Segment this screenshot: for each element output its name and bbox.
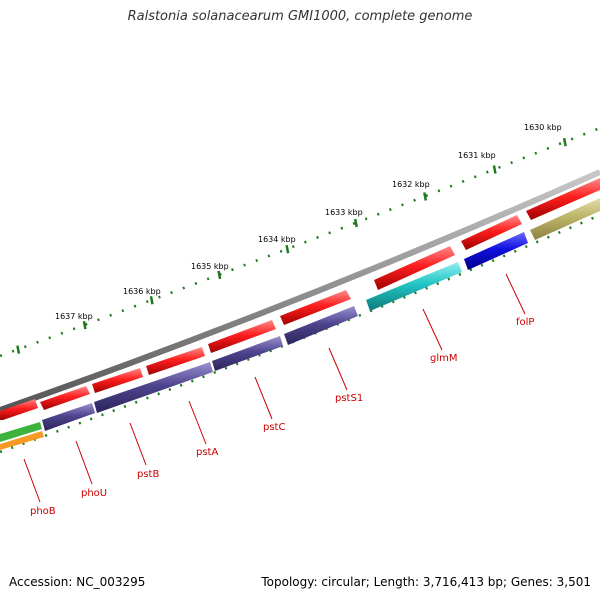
leader-pstB	[129, 422, 147, 466]
leader-phoU	[75, 440, 93, 485]
gene-label-glmM: glmM	[430, 353, 458, 364]
label-leaders	[23, 273, 526, 503]
gene-arrow-forward-4	[146, 347, 205, 375]
tick-label-1636: 1636 kbp	[123, 287, 161, 296]
genome-summary-text: Topology: circular; Length: 3,716,413 bp…	[261, 575, 591, 589]
gene-arrow-forward-9	[526, 178, 600, 220]
leader-folP	[505, 273, 526, 315]
gene-arrow-forward-1	[0, 399, 38, 420]
gene-far-track	[530, 198, 600, 240]
forward-strand-track	[0, 178, 600, 420]
leader-phoB	[23, 458, 41, 503]
gene-label-pstS1: pstS1	[335, 393, 363, 404]
gene-label-phoB: phoB	[30, 506, 56, 517]
gene-labels: phoB phoU pstB pstA pstC pstS1 glmM folP	[30, 317, 534, 517]
gene-label-pstA: pstA	[196, 447, 218, 458]
major-tick	[562, 137, 567, 147]
gene-phoU	[42, 403, 95, 431]
tick-label-1637: 1637 kbp	[55, 312, 93, 321]
inner-tick-ring	[0, 213, 600, 454]
reverse-strand-track	[0, 198, 600, 450]
gene-pstA	[212, 336, 283, 371]
map-title: Ralstonia solanacearum GMI1000, complete…	[127, 9, 473, 24]
gene-phoB-orange	[0, 431, 44, 450]
major-tick	[149, 296, 154, 305]
gene-glmM	[366, 262, 462, 311]
gene-arrow-forward-6	[280, 290, 351, 325]
gene-label-pstB: pstB	[137, 469, 159, 480]
leader-pstS1	[328, 347, 348, 391]
leader-pstC	[254, 376, 273, 420]
leader-pstA	[188, 400, 207, 445]
gene-arrow-forward-5	[208, 320, 276, 353]
leader-glmM	[422, 308, 443, 351]
major-tick	[423, 192, 428, 201]
major-tick	[82, 320, 87, 330]
gene-arrow-forward-2	[40, 386, 90, 410]
major-tick	[217, 270, 222, 280]
gene-folP	[464, 232, 528, 270]
major-tick	[285, 244, 290, 254]
genome-backbone	[0, 169, 600, 413]
major-tick	[16, 345, 21, 354]
gene-label-phoU: phoU	[81, 488, 107, 499]
gene-label-pstC: pstC	[263, 422, 285, 433]
tick-label-1631: 1631 kbp	[458, 151, 496, 160]
major-ticks	[16, 137, 567, 354]
major-tick	[353, 218, 358, 228]
tick-labels: 1630 kbp 1631 kbp 1632 kbp 1633 kbp 1634…	[55, 123, 562, 321]
gene-pstC	[284, 306, 358, 345]
tick-label-1633: 1633 kbp	[325, 208, 363, 217]
tick-label-1635: 1635 kbp	[191, 262, 229, 271]
tick-label-1634: 1634 kbp	[258, 235, 296, 244]
gene-arrow-forward-3	[92, 368, 143, 393]
tick-label-1630: 1630 kbp	[524, 123, 562, 132]
gene-pstB	[94, 362, 213, 413]
major-tick	[492, 165, 497, 174]
gene-arrow-forward-7	[374, 246, 455, 290]
tick-label-1632: 1632 kbp	[392, 180, 430, 189]
gene-label-folP: folP	[516, 317, 534, 328]
accession-text: Accession: NC_003295	[9, 575, 146, 589]
gene-phoB-green	[0, 422, 42, 442]
gene-arrow-forward-8	[461, 215, 522, 250]
